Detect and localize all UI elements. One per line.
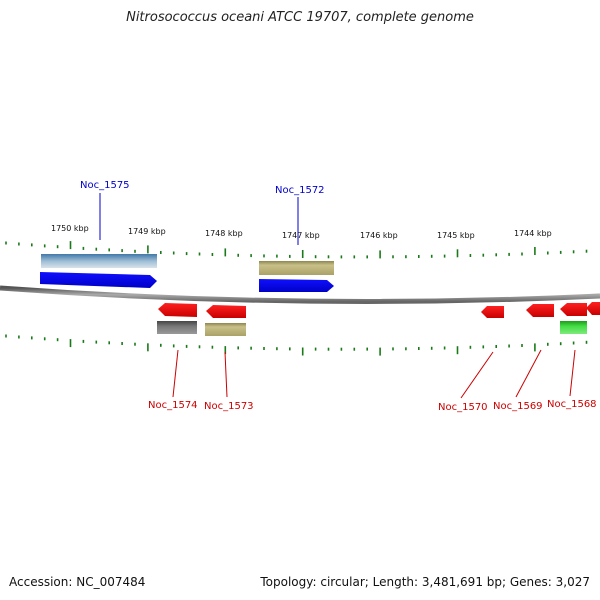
upper-scale bbox=[5, 241, 588, 259]
genome-backbone bbox=[0, 285, 600, 304]
tick-label: 1748 kbp bbox=[205, 229, 243, 238]
gene-arrow-noc1572[interactable] bbox=[259, 279, 334, 292]
map-title: Nitrosococcus oceani ATCC 19707, complet… bbox=[126, 10, 474, 25]
tick-label: 1747 kbp bbox=[282, 231, 320, 240]
gene-label-noc1575[interactable]: Noc_1575 bbox=[80, 180, 130, 191]
label-leader bbox=[515, 349, 542, 398]
gene-arrow-noc1574[interactable] bbox=[158, 303, 197, 317]
gene-arrow-noc1568[interactable] bbox=[560, 303, 587, 316]
feature-green-bar[interactable] bbox=[560, 321, 587, 334]
tick-label: 1746 kbp bbox=[360, 231, 398, 240]
gene-label-noc1569[interactable]: Noc_1569 bbox=[493, 401, 543, 412]
gene-arrow-noc1570[interactable] bbox=[481, 306, 504, 318]
tick-label: 1745 kbp bbox=[437, 231, 475, 240]
gene-label-noc1572[interactable]: Noc_1572 bbox=[275, 185, 325, 196]
label-leader bbox=[224, 351, 228, 398]
label-leader bbox=[460, 351, 494, 399]
tick-label: 1744 kbp bbox=[514, 229, 552, 238]
gene-label-noc1573[interactable]: Noc_1573 bbox=[204, 401, 254, 412]
feature-steel-bar[interactable] bbox=[41, 254, 157, 268]
gene-label-noc1568[interactable]: Noc_1568 bbox=[547, 399, 597, 410]
feature-olive-bar[interactable] bbox=[259, 261, 334, 275]
gene-arrow-noc1575[interactable] bbox=[40, 272, 157, 288]
gene-label-noc1570[interactable]: Noc_1570 bbox=[438, 402, 488, 413]
label-leader bbox=[172, 349, 179, 398]
gene-arrow-partial[interactable] bbox=[586, 302, 600, 315]
gene-label-noc1574[interactable]: Noc_1574 bbox=[148, 400, 198, 411]
tick-label: 1749 kbp bbox=[128, 227, 166, 236]
genome-summary-text: Topology: circular; Length: 3,481,691 bp… bbox=[260, 575, 590, 589]
tick-label: 1750 kbp bbox=[51, 224, 89, 233]
feature-gray-bar[interactable] bbox=[157, 321, 197, 334]
feature-olive-bar-2[interactable] bbox=[205, 323, 246, 336]
gene-arrow-noc1573[interactable] bbox=[206, 305, 246, 318]
gene-arrow-noc1569[interactable] bbox=[526, 304, 554, 317]
accession-text: Accession: NC_007484 bbox=[9, 575, 146, 589]
label-leader bbox=[569, 349, 576, 397]
lower-scale bbox=[5, 334, 588, 356]
